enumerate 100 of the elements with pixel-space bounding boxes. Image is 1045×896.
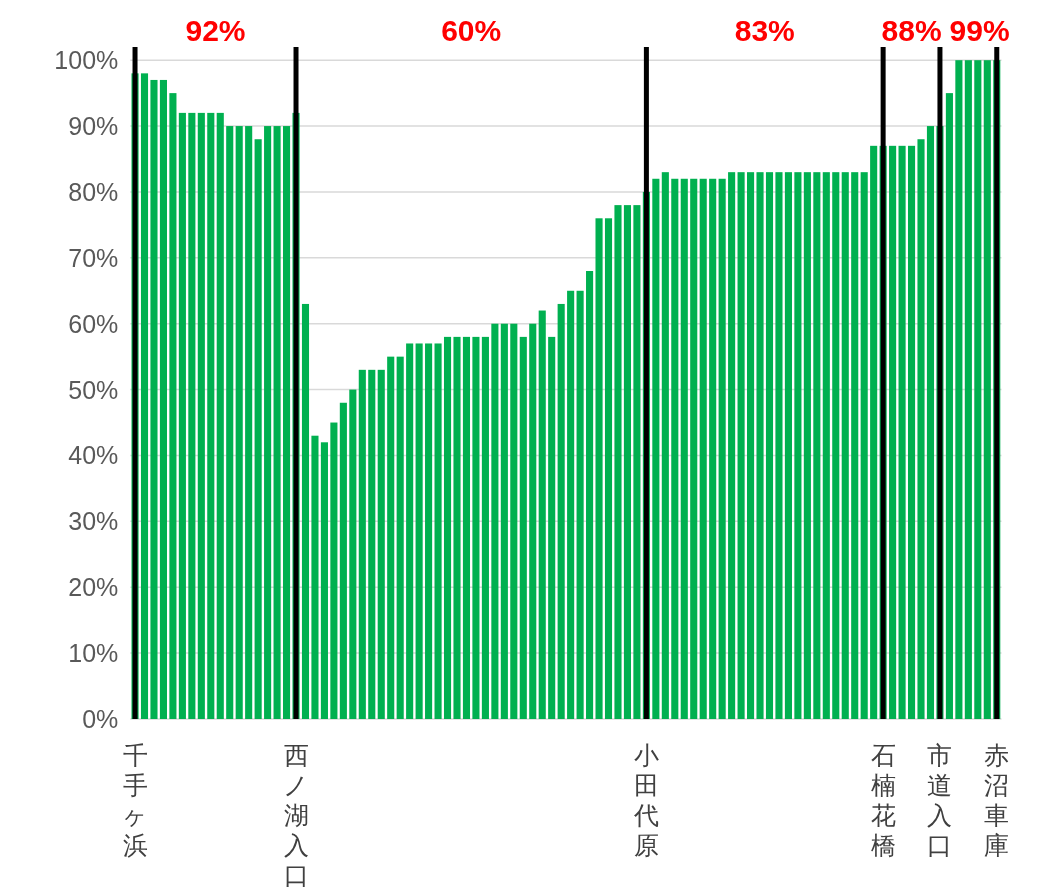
- bar: [349, 389, 357, 719]
- bar: [813, 172, 821, 719]
- bar: [273, 126, 281, 719]
- bar: [671, 178, 679, 719]
- bar: [425, 343, 433, 719]
- bar: [803, 172, 811, 719]
- bar: [169, 93, 177, 719]
- y-tick-label: 90%: [68, 112, 119, 141]
- bar: [898, 145, 906, 719]
- bar: [387, 356, 395, 719]
- bar: [870, 145, 878, 719]
- bar: [945, 93, 953, 719]
- bar: [159, 79, 167, 719]
- bar: [197, 112, 205, 719]
- y-tick-label: 0%: [82, 705, 119, 733]
- bar: [377, 369, 385, 719]
- bar: [567, 290, 575, 719]
- bar: [330, 422, 338, 719]
- bar: [926, 126, 935, 719]
- bar: [576, 290, 584, 719]
- bar: [794, 172, 802, 719]
- y-tick-label: 60%: [68, 309, 119, 338]
- bar: [917, 139, 925, 719]
- bar: [207, 112, 215, 719]
- text: 83%: [734, 14, 795, 47]
- bar: [595, 218, 603, 719]
- x-tick-label: 市道入口: [927, 741, 953, 859]
- bar: [907, 145, 916, 719]
- text: 88%: [881, 14, 942, 47]
- bar: [254, 139, 262, 719]
- bar: [311, 435, 319, 719]
- bar: [406, 343, 414, 719]
- bar: [396, 356, 404, 719]
- bar: [548, 336, 556, 719]
- y-tick-label: 50%: [68, 375, 119, 404]
- bar: [661, 172, 669, 719]
- bar: [690, 178, 698, 719]
- y-tick-label: 40%: [68, 441, 119, 470]
- x-tick-label: 石楠花橋: [870, 741, 896, 859]
- bar: [974, 60, 982, 719]
- bar: [680, 178, 688, 719]
- bar: [358, 369, 366, 719]
- bar: [784, 172, 792, 719]
- bar: [737, 172, 745, 719]
- bar: [718, 178, 726, 719]
- bar: [226, 126, 234, 719]
- x-tick-label: 西ノ湖入口: [283, 741, 310, 889]
- bar: [652, 178, 660, 719]
- bar: [462, 336, 471, 719]
- bar: [983, 60, 991, 719]
- bar: [614, 205, 622, 719]
- bar: [434, 343, 442, 719]
- bar: [453, 336, 461, 719]
- bar: [415, 343, 423, 719]
- bar: [851, 172, 859, 719]
- bar: [150, 79, 158, 719]
- bar: [822, 172, 830, 719]
- bar: [481, 336, 489, 719]
- bar: [443, 336, 452, 719]
- bar: [964, 60, 972, 719]
- bar: [339, 402, 347, 719]
- bar: [235, 126, 243, 719]
- bar: [500, 323, 508, 719]
- bar: [188, 112, 196, 719]
- bar: [368, 369, 376, 719]
- bar: [245, 126, 253, 719]
- bar: [140, 73, 149, 719]
- bar: [604, 218, 613, 719]
- bar: [860, 172, 868, 719]
- bar: [178, 112, 186, 719]
- y-tick-label: 30%: [68, 507, 119, 536]
- bar: [301, 303, 310, 719]
- bar: [216, 112, 224, 719]
- y-tick-label: 20%: [68, 573, 119, 602]
- bar: [889, 145, 897, 719]
- bar: [765, 172, 774, 719]
- bar: [586, 271, 594, 719]
- bar: [491, 323, 499, 719]
- bar: [510, 323, 518, 719]
- bar: [320, 442, 328, 719]
- bar: [633, 205, 641, 719]
- bar: [775, 172, 783, 719]
- text: 92%: [185, 14, 246, 47]
- y-tick-label: 100%: [54, 46, 119, 75]
- bar: [529, 323, 537, 719]
- bar: [557, 303, 565, 719]
- bar: [728, 172, 736, 719]
- bar: [747, 172, 755, 719]
- bar: [709, 178, 717, 719]
- bar: [756, 172, 764, 719]
- bar: [832, 172, 840, 719]
- bar: [699, 178, 707, 719]
- text: 60%: [441, 14, 502, 47]
- bar: [841, 172, 849, 719]
- y-tick-label: 10%: [68, 639, 119, 668]
- text: 99%: [949, 14, 1010, 47]
- bar: [519, 336, 527, 719]
- x-tick-label: 千手ヶ浜: [122, 741, 149, 859]
- bar: [472, 336, 480, 719]
- x-tick-label: 赤沼車庫: [984, 741, 1010, 859]
